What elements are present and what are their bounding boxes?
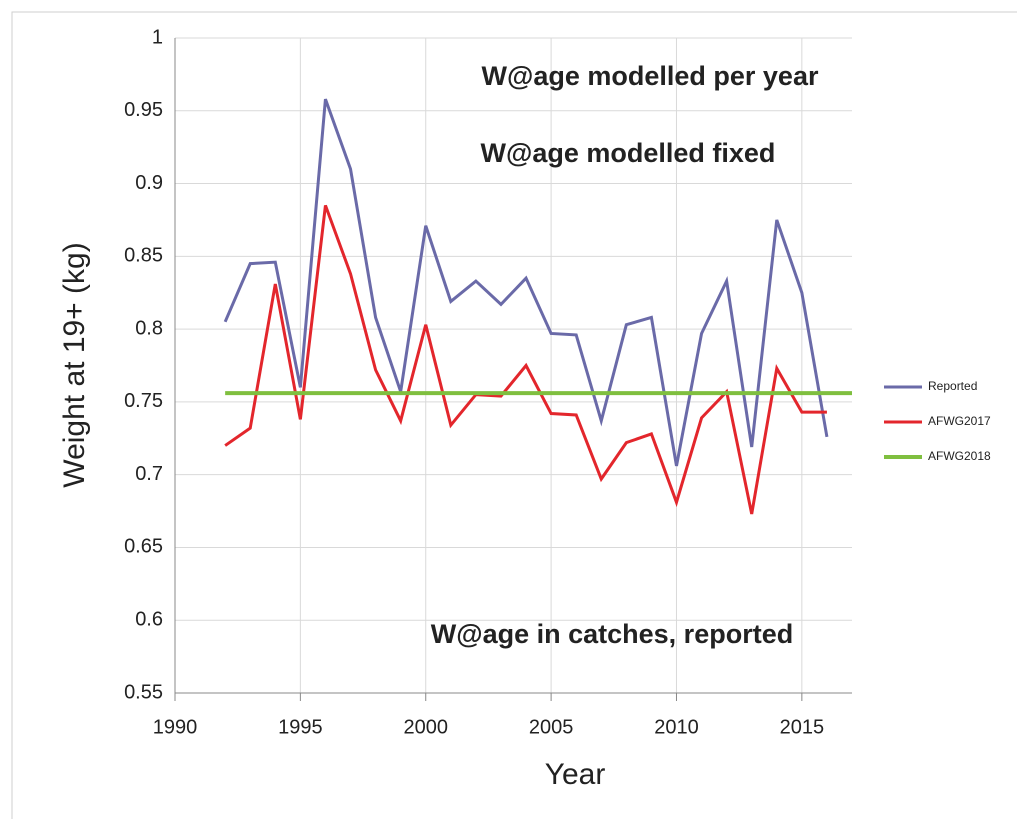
x-tick-label: 2000	[403, 716, 448, 738]
y-tick-label: 0.55	[124, 681, 163, 703]
y-axis-label: Weight at 19+ (kg)	[58, 242, 91, 487]
y-tick-label: 0.85	[124, 245, 163, 267]
y-tick-label: 0.95	[124, 99, 163, 121]
annotation: W@age in catches, reported	[431, 619, 793, 649]
legend-label: AFWG2017	[928, 414, 991, 428]
x-tick-label: 1995	[278, 716, 323, 738]
x-tick-label: 1990	[153, 716, 198, 738]
y-tick-label: 0.6	[135, 609, 163, 631]
x-tick-label: 2005	[529, 716, 574, 738]
y-tick-label: 0.75	[124, 390, 163, 412]
series-line	[224, 204, 827, 515]
y-tick-label: 1	[152, 26, 163, 48]
y-tick-label: 0.9	[135, 172, 163, 194]
y-tick-label: 0.8	[135, 317, 163, 339]
series-line	[223, 98, 829, 467]
frame	[11, 11, 1017, 819]
legend-label: AFWG2018	[928, 449, 991, 463]
y-tick-label: 0.65	[124, 536, 163, 558]
x-tick-label: 2010	[654, 716, 699, 738]
x-axis-label: Year	[545, 758, 606, 791]
legend-label: Reported	[928, 379, 977, 393]
x-tick-label: 2015	[780, 716, 825, 738]
annotation: W@age modelled fixed	[481, 138, 776, 168]
annotation: W@age modelled per year	[482, 61, 819, 91]
y-tick-label: 0.7	[135, 463, 163, 485]
